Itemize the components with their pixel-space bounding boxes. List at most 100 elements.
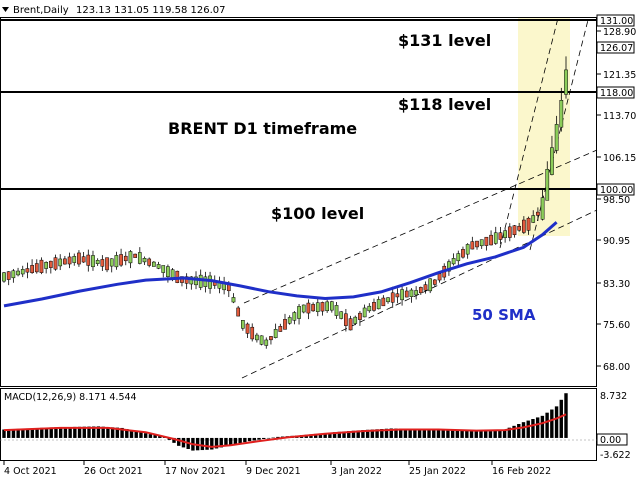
annotation-131-level: $131 level	[398, 31, 491, 50]
price-tag-118-box	[596, 86, 635, 99]
candle-bear	[48, 260, 53, 268]
macd-bar	[2, 429, 6, 438]
macd-bar	[441, 429, 445, 438]
candle-bull	[264, 339, 269, 346]
macd-bar	[502, 429, 507, 438]
candle-bull	[137, 252, 142, 264]
candle-bull	[114, 255, 119, 268]
macd-bar	[276, 436, 280, 438]
macd-bar	[49, 427, 53, 438]
macd-bar	[30, 428, 35, 438]
candle-bear	[526, 217, 531, 231]
candle-bear	[269, 336, 273, 341]
candle-bull	[479, 239, 484, 247]
annotation-timeframe: BRENT D1 timeframe	[168, 119, 357, 138]
candle-bear	[278, 326, 283, 332]
candle-bull	[208, 275, 212, 289]
macd-bar	[35, 428, 39, 438]
macd-bar	[77, 426, 82, 438]
macd-bar	[365, 429, 370, 438]
candle-bull	[339, 311, 344, 319]
candle-bear	[105, 257, 109, 271]
macd-bar	[115, 427, 120, 438]
macd-bar	[92, 426, 96, 438]
macd-bar	[153, 435, 157, 438]
macd-bar	[200, 437, 205, 451]
candle-bull	[409, 289, 414, 297]
price-tag-131: 131.00	[596, 14, 635, 27]
candle-bear	[306, 302, 311, 314]
y-tick-label: 128.90	[603, 27, 636, 38]
candle-bear	[381, 297, 386, 307]
candle-bull	[2, 272, 6, 282]
macd-bar	[342, 431, 346, 438]
macd-bar	[361, 430, 365, 438]
macd-bar	[474, 430, 478, 438]
macd-bar	[224, 437, 228, 447]
price-tag-131-box	[596, 14, 635, 27]
candle-bear	[522, 219, 526, 233]
macd-bar	[110, 427, 115, 438]
candle-bear	[437, 273, 442, 281]
candle-bull	[465, 244, 470, 255]
macd-bar	[139, 432, 143, 438]
candle-bear	[77, 252, 81, 265]
macd-bar	[328, 432, 332, 438]
candle-bear	[30, 265, 34, 273]
candle-bull	[315, 302, 320, 312]
price-axis: 128.90 121.35 113.70 106.15 98.50 90.95 83.30 7…	[597, 27, 636, 373]
x-tick-label: 16 Feb 2022	[492, 466, 551, 477]
time-axis: 4 Oct 2021 26 Oct 2021 17 Nov 2021 9 Dec 20…	[3, 461, 551, 477]
candle-bull	[241, 320, 245, 329]
candle-bear	[283, 319, 287, 330]
macd-label: MACD(12,26,9) 8.171 4.544	[4, 392, 137, 403]
macd-bar	[87, 426, 91, 438]
symbol-label: Brent,Daily	[13, 5, 69, 16]
dropdown-triangle-icon[interactable]	[2, 7, 9, 12]
macd-bar	[488, 431, 493, 438]
y-tick-label: 106.15	[603, 153, 636, 164]
macd-bar	[384, 428, 389, 438]
candle-bear	[53, 257, 58, 270]
candle-bear	[184, 276, 189, 284]
candle-bull	[301, 304, 306, 313]
candle-bear	[236, 307, 241, 317]
macd-bar	[73, 426, 77, 438]
candle-bear	[320, 302, 325, 312]
ohlc-readout: 123.13 131.05 119.58 126.07	[76, 5, 226, 16]
candle-bull	[451, 258, 456, 265]
candles	[2, 56, 568, 349]
candle-bear	[344, 313, 348, 326]
macd-bar	[465, 430, 469, 438]
candle-bear	[6, 271, 11, 280]
macd-bar	[531, 419, 535, 438]
macd-bar	[446, 429, 450, 438]
macd-tick-bottom: -3.622	[600, 450, 631, 461]
candle-bull	[400, 289, 404, 301]
candle-bear	[311, 304, 315, 312]
macd-bar	[323, 433, 327, 438]
candle-bull	[297, 306, 301, 319]
candle-bear	[123, 255, 128, 262]
macd-bar	[63, 427, 68, 438]
macd-bar	[266, 437, 271, 439]
price-tag-current-box	[596, 41, 635, 54]
macd-bar	[58, 427, 63, 438]
macd-bar	[143, 433, 148, 438]
candle-bull	[414, 290, 418, 296]
macd-bar	[380, 428, 384, 438]
macd-signal-line	[3, 413, 567, 448]
candle-bear	[245, 323, 250, 334]
candle-bear	[147, 258, 152, 266]
candle-bear	[498, 232, 503, 240]
macd-bar	[417, 428, 422, 438]
macd-bar	[82, 426, 86, 438]
macd-bar	[243, 437, 247, 443]
candle-bear	[484, 236, 489, 246]
candle-bull	[11, 270, 16, 279]
macd-bar	[540, 415, 545, 438]
candle-bull	[189, 276, 194, 285]
macd-bar	[550, 409, 554, 438]
macd-bar	[559, 399, 563, 438]
